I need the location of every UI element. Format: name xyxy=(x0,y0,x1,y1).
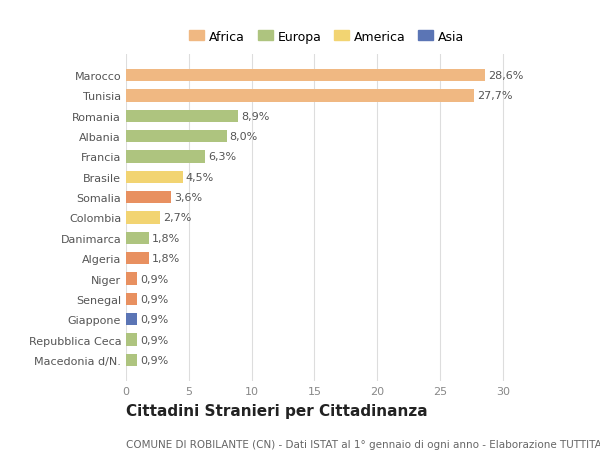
Bar xyxy=(126,70,485,82)
Text: 0,9%: 0,9% xyxy=(140,355,169,365)
Text: 0,9%: 0,9% xyxy=(140,294,169,304)
Text: 2,7%: 2,7% xyxy=(163,213,191,223)
Text: 27,7%: 27,7% xyxy=(477,91,512,101)
Bar xyxy=(126,171,182,184)
Bar xyxy=(126,90,474,102)
Text: 6,3%: 6,3% xyxy=(208,152,236,162)
Bar xyxy=(126,334,137,346)
Bar xyxy=(126,252,149,265)
Text: 3,6%: 3,6% xyxy=(175,193,202,203)
Text: 8,0%: 8,0% xyxy=(230,132,258,142)
Text: 0,9%: 0,9% xyxy=(140,335,169,345)
Text: 28,6%: 28,6% xyxy=(488,71,524,81)
Text: 1,8%: 1,8% xyxy=(152,233,180,243)
Bar xyxy=(126,313,137,325)
Text: 0,9%: 0,9% xyxy=(140,274,169,284)
Text: Cittadini Stranieri per Cittadinanza: Cittadini Stranieri per Cittadinanza xyxy=(126,403,428,419)
Bar xyxy=(126,111,238,123)
Bar xyxy=(126,192,171,204)
Bar xyxy=(126,293,137,305)
Text: COMUNE DI ROBILANTE (CN) - Dati ISTAT al 1° gennaio di ogni anno - Elaborazione : COMUNE DI ROBILANTE (CN) - Dati ISTAT al… xyxy=(126,440,600,449)
Bar xyxy=(126,354,137,366)
Text: 1,8%: 1,8% xyxy=(152,254,180,263)
Legend: Africa, Europa, America, Asia: Africa, Europa, America, Asia xyxy=(184,25,470,48)
Bar xyxy=(126,273,137,285)
Text: 4,5%: 4,5% xyxy=(185,173,214,182)
Text: 8,9%: 8,9% xyxy=(241,112,269,122)
Bar xyxy=(126,151,205,163)
Bar xyxy=(126,131,227,143)
Text: 0,9%: 0,9% xyxy=(140,314,169,325)
Bar xyxy=(126,232,149,244)
Bar xyxy=(126,212,160,224)
